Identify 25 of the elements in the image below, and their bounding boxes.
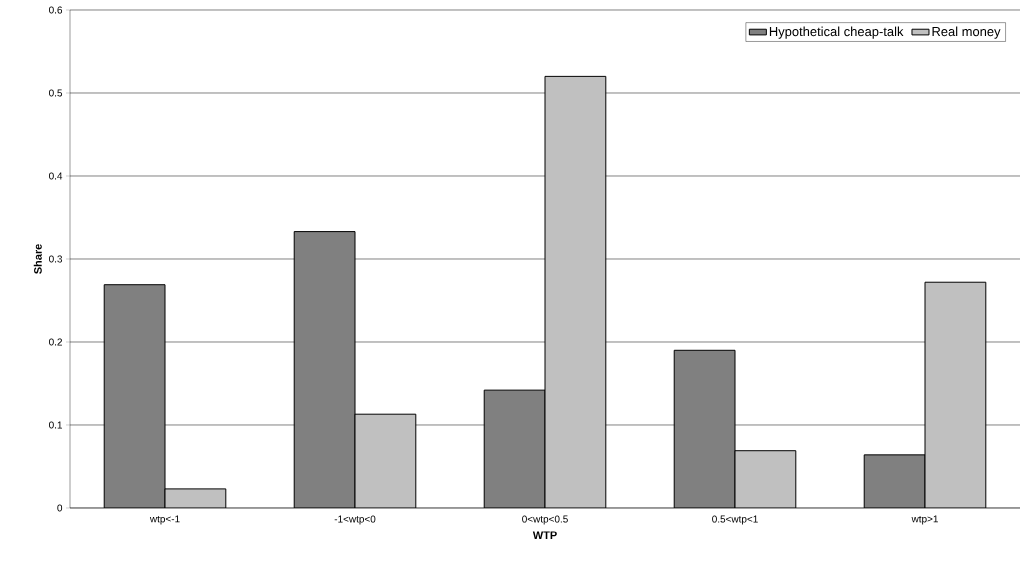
bar <box>294 231 356 508</box>
y-tick-label: 0.2 <box>49 338 62 346</box>
y-tick-label: 0.3 <box>49 255 63 263</box>
x-tick-label: wtp>1 <box>911 515 938 525</box>
x-tick-label: -1<wtp<0 <box>334 515 376 525</box>
bar <box>103 284 166 508</box>
y-tick-label: 0.1 <box>49 421 63 429</box>
bar <box>544 75 607 508</box>
bar <box>483 389 546 508</box>
y-tick-label: 0.6 <box>49 6 63 14</box>
bar <box>924 281 987 508</box>
x-tick-label: 0.5<wtp<1 <box>712 515 758 525</box>
x-tick-label: 0<wtp<0.5 <box>522 515 568 525</box>
bar <box>734 450 797 508</box>
y-tick-label: 0 <box>57 504 63 512</box>
bar <box>355 414 416 508</box>
legend-label: Hypothetical cheap-talk <box>769 26 904 39</box>
bar <box>863 454 926 508</box>
y-axis-title: Share <box>33 244 42 274</box>
bar <box>673 349 736 508</box>
legend-label: Real money <box>932 26 1001 39</box>
x-axis-title: WTP <box>532 531 557 539</box>
x-tick-label: wtp<-1 <box>149 515 180 525</box>
y-tick-label: 0.5 <box>49 89 63 97</box>
y-tick-label: 0.4 <box>49 172 63 180</box>
